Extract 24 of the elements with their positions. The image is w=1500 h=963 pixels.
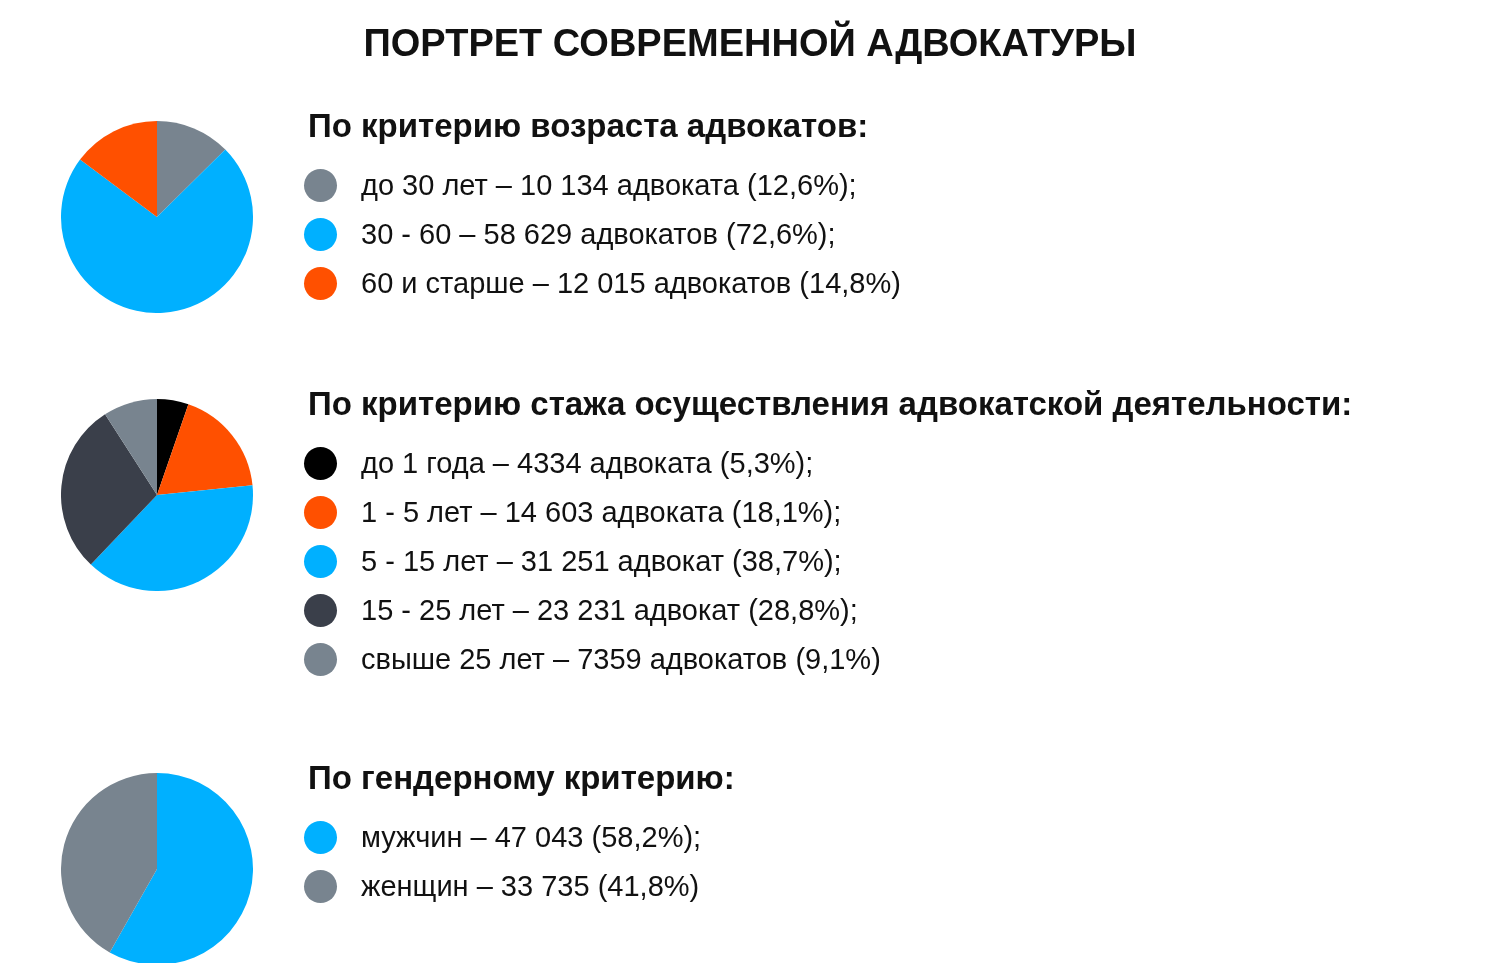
chart-title: ПОРТРЕТ СОВРЕМЕННОЙ АДВОКАТУРЫ — [362, 22, 1138, 65]
legend-label: до 1 года – 4334 адвоката — [361, 446, 712, 480]
legend-label: мужчин – 47 043 — [361, 820, 584, 854]
legend-label: 30 - 60 – 58 629 адвокатов — [361, 217, 718, 251]
legend-label: 15 - 25 лет – 23 231 адвокат — [361, 593, 741, 627]
legend-label: женщин – 33 735 — [361, 869, 590, 903]
data-label: (28,8%); — [748, 593, 858, 627]
data-label: (9,1%) — [795, 642, 881, 676]
legend-label: свыше 25 лет – 7359 адвокатов — [361, 642, 788, 676]
legend-label: 60 и старше – 12 015 адвокатов — [361, 266, 792, 300]
legend-label: 5 - 15 лет – 31 251 адвокат — [361, 544, 724, 578]
data-label: (14,8%) — [799, 266, 901, 300]
data-label: (18,1%); — [731, 495, 842, 529]
data-label: (58,2%); — [591, 820, 702, 854]
chart-title: По гендерному критерию: — [308, 759, 735, 797]
legend-label: до 30 лет – 10 134 адвоката — [361, 168, 739, 202]
data-label: (72,6%); — [725, 217, 836, 251]
chart-title: По критерию стажа осуществления адвокатской деятельности: — [308, 385, 1353, 423]
data-label: (5,3%); — [719, 446, 814, 480]
data-label: (41,8%) — [597, 869, 700, 903]
data-label: (12,6%); — [747, 168, 857, 202]
chart-subtitle: По критерию возраста адвокатов: — [308, 107, 869, 145]
data-label: (38,7%); — [732, 544, 842, 578]
legend-label: 1 - 5 лет – 14 603 адвоката — [361, 495, 724, 529]
